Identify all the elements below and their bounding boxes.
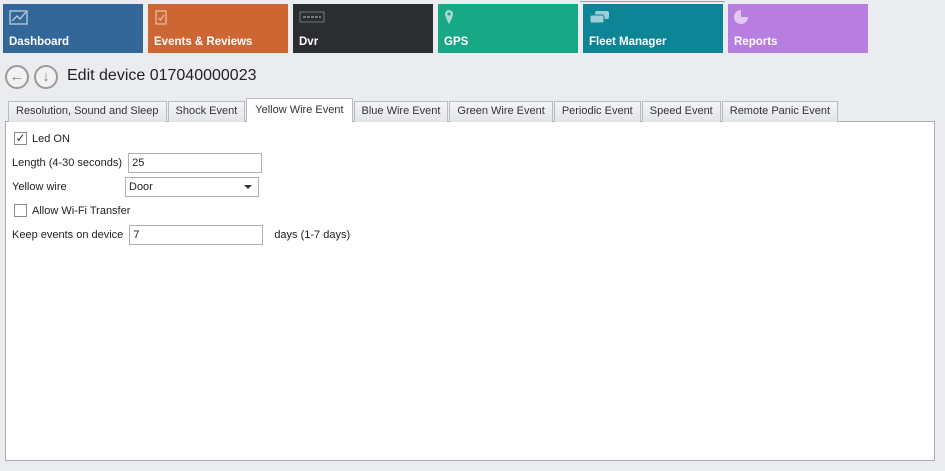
yellow-wire-form: ✓ Led ON Length (4-30 seconds) 25 Yellow… [12, 128, 350, 245]
clipboard-check-icon [154, 9, 180, 25]
keep-events-label: Keep events on device [12, 228, 124, 241]
check-icon: ✓ [15, 131, 26, 145]
tab-speed-event[interactable]: Speed Event [641, 101, 721, 122]
back-button[interactable]: ← [5, 65, 29, 89]
wifi-transfer-label: Allow Wi-Fi Transfer [32, 204, 131, 217]
keep-events-suffix: days (1-7 days) [274, 228, 351, 241]
tab-yellow-wire-event[interactable]: Yellow Wire Event [246, 98, 353, 122]
tile-dvr[interactable]: Dvr [293, 4, 433, 53]
arrow-down-icon: ↓ [42, 68, 50, 85]
dvr-icon [299, 9, 325, 25]
tab-strip: Resolution, Sound and Sleep Shock Event Ye… [8, 98, 839, 122]
tile-label: Dvr [299, 36, 319, 48]
wifi-transfer-row: Allow Wi-Fi Transfer [12, 200, 350, 221]
tab-green-wire-event[interactable]: Green Wire Event [449, 101, 553, 122]
length-label: Length (4-30 seconds) [12, 156, 123, 169]
led-on-label: Led ON [32, 132, 70, 145]
tile-label: Fleet Manager [589, 36, 667, 48]
tile-gps[interactable]: GPS [438, 4, 578, 53]
chart-line-icon [9, 9, 35, 25]
tile-label: GPS [444, 36, 469, 48]
tab-shock-event[interactable]: Shock Event [167, 101, 246, 122]
tab-periodic-event[interactable]: Periodic Event [553, 101, 641, 122]
tile-reports[interactable]: Reports [728, 4, 868, 53]
yellow-wire-value: Door [129, 180, 153, 193]
tile-label: Events & Reviews [154, 36, 253, 48]
tab-panel: ✓ Led ON Length (4-30 seconds) 25 Yellow… [5, 121, 935, 461]
length-row: Length (4-30 seconds) 25 [12, 152, 350, 173]
tab-resolution-sound-and-sleep[interactable]: Resolution, Sound and Sleep [8, 101, 167, 122]
yellow-wire-select[interactable]: Door [125, 176, 259, 197]
keep-events-input[interactable]: 7 [129, 224, 264, 245]
tab-remote-panic-event[interactable]: Remote Panic Event [721, 101, 839, 122]
page-title: Edit device 017040000023 [67, 67, 257, 84]
keep-events-row: Keep events on device 7 days (1-7 days) [12, 224, 350, 245]
led-on-checkbox[interactable]: ✓ [14, 132, 27, 145]
yellow-wire-row: Yellow wire Door [12, 176, 350, 197]
wifi-transfer-checkbox[interactable] [14, 204, 27, 217]
tile-label: Reports [734, 36, 778, 48]
chevron-down-icon [244, 184, 252, 189]
cars-icon [589, 9, 615, 25]
led-on-row: ✓ Led ON [12, 128, 350, 149]
map-pin-icon [444, 9, 470, 25]
tab-blue-wire-event[interactable]: Blue Wire Event [353, 101, 449, 122]
active-module-indicator [580, 1, 725, 2]
tile-dashboard[interactable]: Dashboard [3, 4, 143, 53]
tile-events-reviews[interactable]: Events & Reviews [148, 4, 288, 53]
arrow-left-icon: ← [9, 68, 25, 85]
length-input[interactable]: 25 [128, 152, 263, 173]
pie-chart-icon [734, 9, 760, 25]
tile-fleet-manager[interactable]: Fleet Manager [583, 4, 723, 53]
down-button[interactable]: ↓ [34, 65, 58, 89]
tile-label: Dashboard [9, 36, 70, 48]
yellow-wire-label: Yellow wire [12, 180, 67, 193]
